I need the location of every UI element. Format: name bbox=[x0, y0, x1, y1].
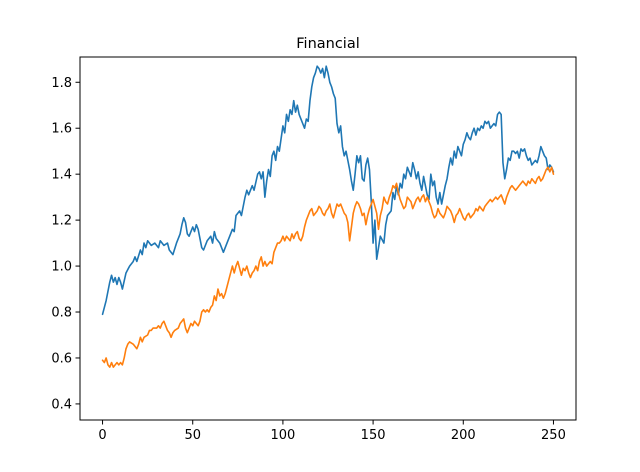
x-tick-label: 200 bbox=[451, 428, 476, 443]
y-tick-label: 1.8 bbox=[51, 76, 72, 91]
plot-frame bbox=[79, 56, 577, 421]
y-tick-label: 0.8 bbox=[51, 306, 72, 321]
y-tick-label: 1.2 bbox=[51, 214, 72, 229]
series-line-2 bbox=[101, 166, 555, 368]
y-tick-label: 1.4 bbox=[51, 168, 72, 183]
series-layer bbox=[101, 65, 555, 368]
x-tick-label: 150 bbox=[361, 428, 386, 443]
y-axis: 0.4 0.6 0.8 1.0 1.2 1.4 1.6 1.8 bbox=[51, 76, 80, 412]
x-tick-label: 250 bbox=[541, 428, 566, 443]
y-tick-label: 0.4 bbox=[51, 397, 72, 412]
chart-title: Financial bbox=[296, 36, 360, 52]
y-tick-label: 1.0 bbox=[51, 260, 72, 275]
x-tick-label: 0 bbox=[98, 428, 106, 443]
x-tick-label: 100 bbox=[270, 428, 295, 443]
y-tick-label: 0.6 bbox=[51, 351, 72, 366]
x-axis: 0 50 100 150 200 250 bbox=[98, 420, 566, 443]
series-line-1 bbox=[101, 65, 555, 316]
x-tick-label: 50 bbox=[184, 428, 201, 443]
y-tick-label: 1.6 bbox=[51, 122, 72, 137]
